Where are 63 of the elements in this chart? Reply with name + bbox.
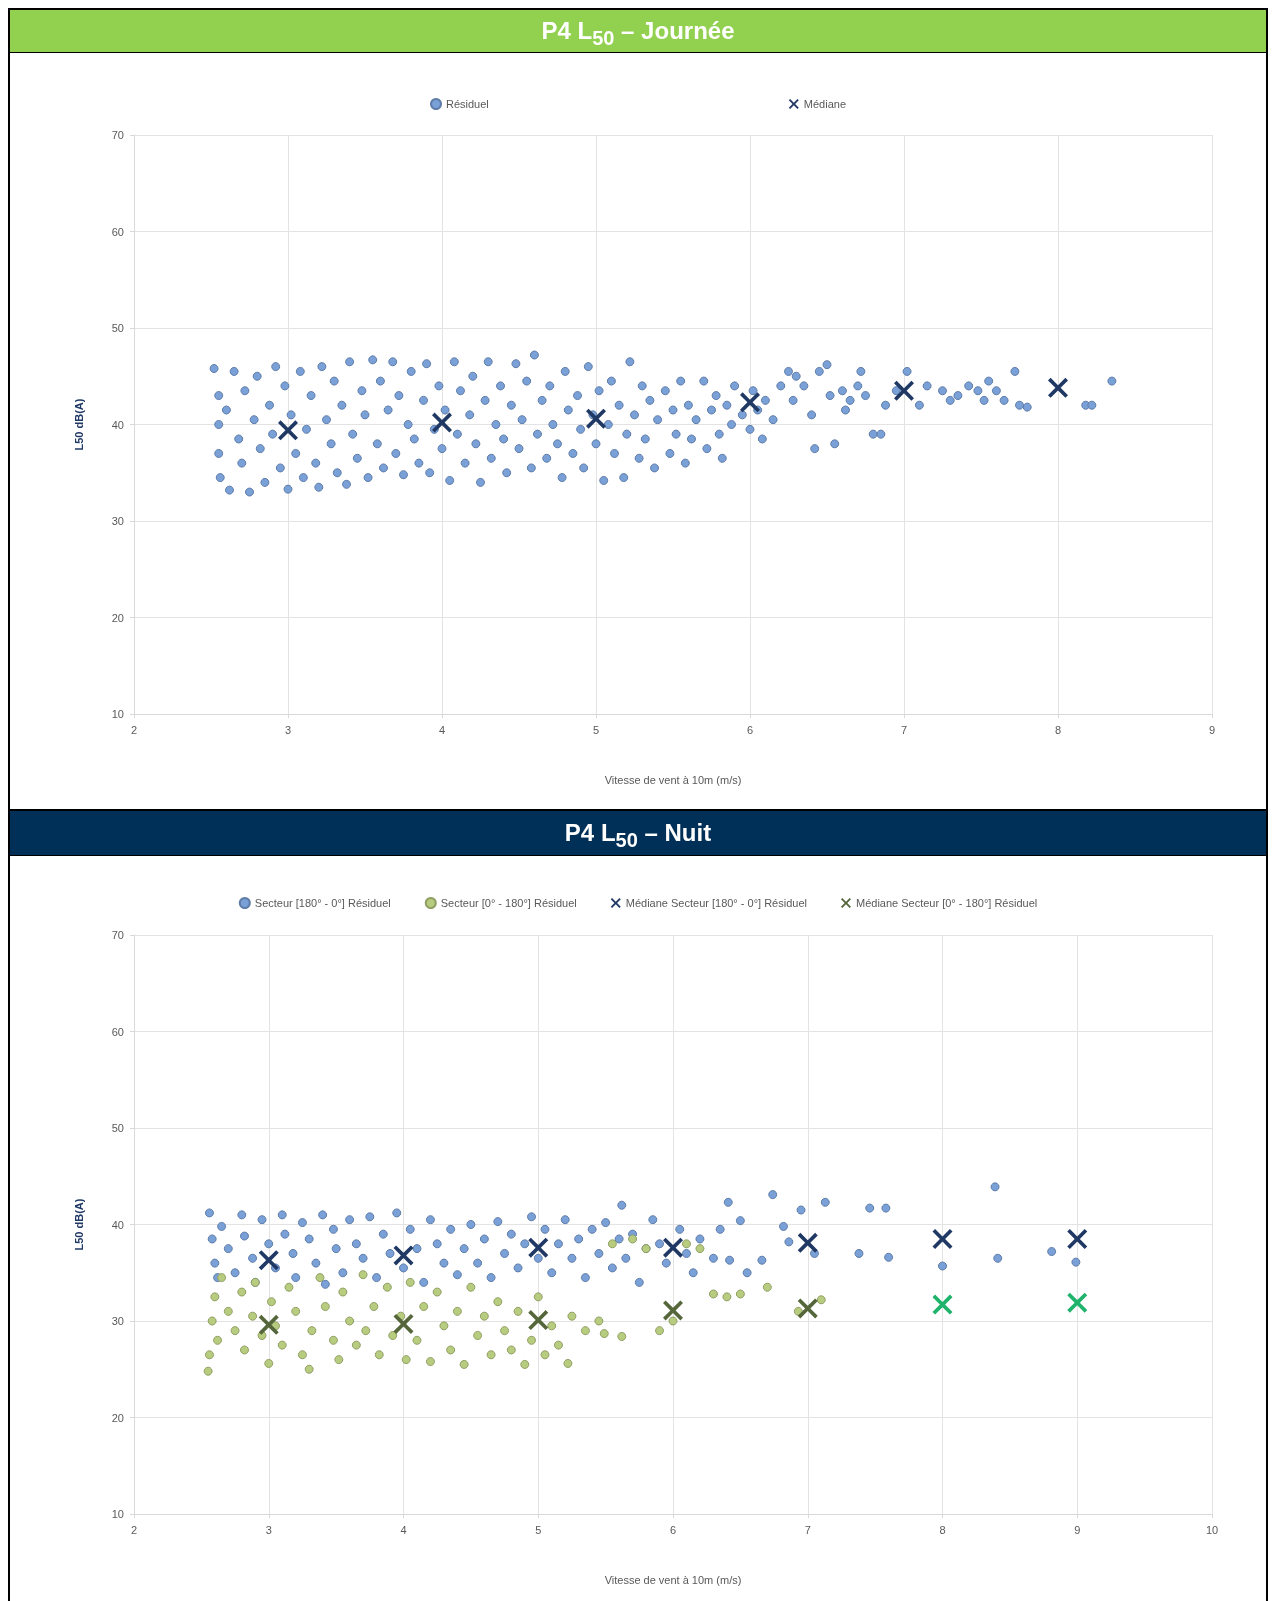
chart-title: P4 L$_{50}$ – Journée <box>10 10 1266 53</box>
y-tick-label: 50 <box>111 322 124 334</box>
x-tick-label: 2 <box>130 723 138 736</box>
legend-label: Secteur [0° - 180°] Résiduel <box>440 897 577 909</box>
x-tick-label: 7 <box>804 1523 811 1536</box>
point <box>663 1237 683 1258</box>
y-tick-label: 10 <box>111 1508 124 1520</box>
point <box>663 1300 683 1321</box>
legend-label: Résiduel <box>446 98 489 110</box>
y-tick-label: 50 <box>111 1122 124 1134</box>
point <box>393 1313 414 1334</box>
point <box>528 1310 549 1331</box>
x-tick-label: 4 <box>438 723 446 736</box>
x-tick-label: 2 <box>130 1523 138 1536</box>
point <box>1048 377 1068 398</box>
legend-label: Médiane Secteur [180° - 0°] Résiduel <box>625 897 807 909</box>
legend-label: Secteur [180° - 0°] Résiduel <box>254 897 391 909</box>
y-tick-label: 30 <box>111 1315 124 1327</box>
x-axis-title: Vitesse de vent à 10m (m/s) <box>604 1573 742 1586</box>
y-tick-label: 10 <box>111 708 124 720</box>
y-tick-label: 40 <box>111 1218 124 1231</box>
x-tick-label: 4 <box>400 1523 407 1536</box>
point <box>932 1294 953 1315</box>
y-tick-label: 20 <box>111 1411 124 1424</box>
point <box>258 1314 279 1335</box>
y-tick-label: 70 <box>111 129 124 141</box>
point <box>740 392 760 413</box>
x-tick-label: 6 <box>669 1523 677 1536</box>
x-tick-label: 6 <box>746 723 754 736</box>
point <box>278 420 298 441</box>
point <box>528 1237 549 1258</box>
legend-label: Médiane Secteur [0° - 180°] Résiduel <box>855 897 1038 909</box>
y-tick-label: 40 <box>111 418 124 431</box>
point <box>586 408 606 429</box>
point <box>258 1250 279 1271</box>
point <box>1067 1292 1088 1313</box>
x-tick-label: 9 <box>1208 723 1216 736</box>
point <box>393 1245 414 1266</box>
x-tick-label: 3 <box>265 1523 272 1536</box>
x-tick-label: 8 <box>939 1523 946 1536</box>
x-tick-label: 7 <box>900 723 908 736</box>
chart-title: P4 L$_{50}$ – Nuit <box>10 811 1266 856</box>
x-axis-title: Vitesse de vent à 10m (m/s) <box>604 773 742 786</box>
x-tick-label: 3 <box>284 723 292 736</box>
y-tick-label: 20 <box>111 611 124 624</box>
point <box>932 1228 953 1249</box>
point <box>797 1298 818 1319</box>
x-tick-label: 10 <box>1205 1523 1219 1536</box>
y-axis-title: L50 dB(A) <box>72 1198 85 1251</box>
y-tick-label: 30 <box>111 515 124 527</box>
x-tick-label: 5 <box>535 1523 542 1536</box>
y-tick-label: 60 <box>111 1025 124 1038</box>
y-tick-label: 60 <box>111 225 124 238</box>
point <box>432 412 452 433</box>
point <box>1067 1228 1088 1249</box>
point <box>894 380 914 401</box>
legend-label: Médiane <box>803 98 847 110</box>
x-tick-label: 8 <box>1054 723 1062 736</box>
x-tick-label: 9 <box>1074 1523 1081 1536</box>
y-axis-title: L50 dB(A) <box>72 398 85 451</box>
x-tick-label: 5 <box>592 723 600 736</box>
y-tick-label: 70 <box>111 929 124 941</box>
point <box>797 1232 818 1253</box>
